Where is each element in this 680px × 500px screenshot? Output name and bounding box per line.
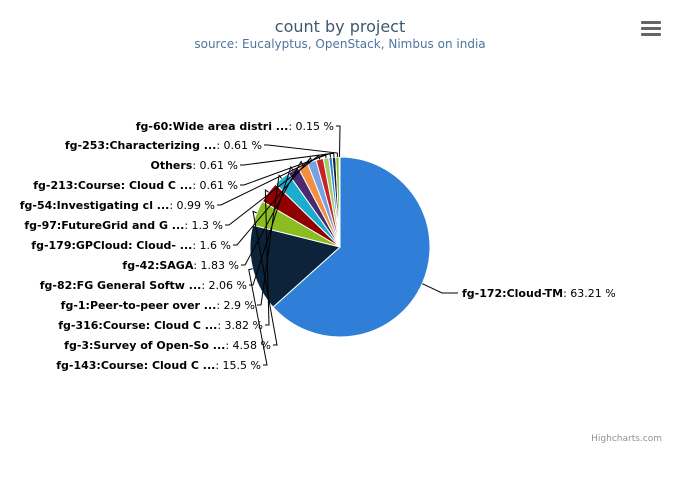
data-label-value: : 0.99 % — [169, 199, 215, 212]
data-label: fg-97:FutureGrid and G ...: 1.3 % — [24, 219, 223, 232]
data-label: fg-42:SAGA: 1.83 % — [122, 259, 239, 272]
data-label: Others: 0.61 % — [150, 159, 238, 172]
data-label-name: fg-172:Cloud-TM — [462, 287, 563, 300]
label-connector — [248, 268, 268, 366]
chart-title: count by project — [274, 17, 406, 36]
data-label-value: : 0.61 % — [192, 159, 238, 172]
label-connector — [264, 188, 270, 326]
label-connector — [264, 144, 338, 158]
label-connector — [241, 160, 304, 266]
data-label: fg-172:Cloud-TM: 63.21 % — [462, 287, 616, 300]
label-connector — [421, 283, 458, 294]
data-label-name: fg-213:Course: Cloud C ... — [33, 179, 192, 192]
data-label-name: fg-1:Peer-to-peer over ... — [61, 299, 217, 312]
label-connector — [240, 152, 332, 186]
label-connector — [336, 125, 341, 158]
data-label-value: : 1.6 % — [192, 239, 231, 252]
label-connector — [240, 152, 335, 166]
data-label-value: : 63.21 % — [563, 287, 616, 300]
data-label-name: fg-3:Survey of Open-So ... — [64, 339, 225, 352]
data-label: fg-213:Course: Cloud C ...: 0.61 % — [33, 179, 238, 192]
data-label-name: fg-54:Investigating cl ... — [20, 199, 170, 212]
data-label-value: : 3.82 % — [217, 319, 263, 332]
data-label-value: : 15.5 % — [215, 359, 261, 372]
data-label-name: fg-143:Course: Cloud C ... — [56, 359, 215, 372]
data-label-name: Others — [150, 159, 192, 172]
label-connector — [217, 153, 327, 206]
data-label: fg-82:FG General Softw ...: 2.06 % — [40, 279, 247, 292]
data-label-value: : 2.9 % — [216, 299, 255, 312]
label-connector — [252, 210, 278, 346]
hamburger-menu-icon[interactable] — [641, 21, 661, 39]
chart-subtitle: source: Eucalyptus, OpenStack, Nimbus on… — [194, 37, 486, 51]
data-label: fg-3:Survey of Open-So ...: 4.58 % — [64, 339, 271, 352]
data-label: fg-54:Investigating cl ...: 0.99 % — [20, 199, 215, 212]
data-label: fg-253:Characterizing ...: 0.61 % — [65, 139, 262, 152]
label-connector — [233, 156, 313, 246]
pie-slice[interactable] — [272, 156, 431, 338]
data-label-value: : 0.61 % — [192, 179, 238, 192]
data-label-value: : 0.61 % — [216, 139, 262, 152]
label-connector — [257, 174, 282, 306]
data-label-value: : 1.83 % — [193, 259, 239, 272]
data-label-value: : 2.06 % — [201, 279, 247, 292]
data-label-name: fg-253:Characterizing ... — [65, 139, 216, 152]
data-label-name: fg-179:GPCloud: Cloud- ... — [31, 239, 192, 252]
data-label-name: fg-42:SAGA — [122, 259, 193, 272]
data-label: fg-60:Wide area distri ...: 0.15 % — [136, 120, 334, 133]
data-label: fg-143:Course: Cloud C ...: 15.5 % — [56, 359, 261, 372]
data-label-value: : 4.58 % — [225, 339, 271, 352]
data-label-name: fg-97:FutureGrid and G ... — [24, 219, 184, 232]
data-label: fg-316:Course: Cloud C ...: 3.82 % — [58, 319, 263, 332]
data-label-name: fg-60:Wide area distri ... — [136, 120, 289, 133]
data-label-name: fg-82:FG General Softw ... — [40, 279, 202, 292]
data-label-value: : 1.3 % — [184, 219, 223, 232]
data-label: fg-179:GPCloud: Cloud- ...: 1.6 % — [31, 239, 231, 252]
credits-link[interactable]: Highcharts.com — [591, 434, 662, 444]
label-connector — [225, 154, 321, 226]
data-label: fg-1:Peer-to-peer over ...: 2.9 % — [61, 299, 255, 312]
data-label-name: fg-316:Course: Cloud C ... — [58, 319, 217, 332]
data-label-value: : 0.15 % — [288, 120, 334, 133]
